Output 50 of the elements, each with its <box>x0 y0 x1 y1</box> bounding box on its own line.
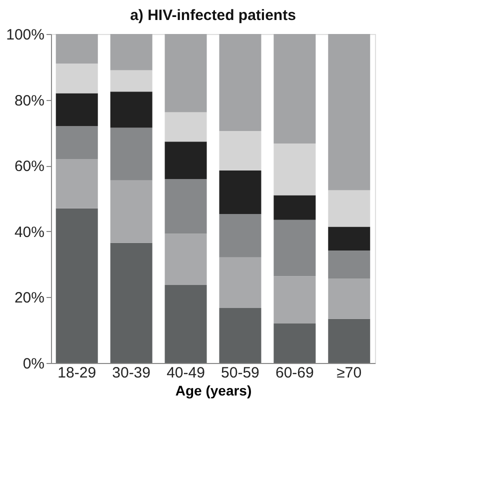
bar <box>56 93 98 126</box>
y-tick-label: 40% <box>14 224 44 241</box>
bar <box>328 190 370 227</box>
bar <box>219 214 262 258</box>
bar <box>274 276 316 324</box>
bar <box>56 34 98 64</box>
bar <box>164 142 207 180</box>
bar <box>110 242 152 363</box>
bar <box>219 257 262 308</box>
bar <box>56 159 98 208</box>
y-tick-label: 100% <box>6 26 44 44</box>
bar <box>274 195 316 220</box>
bar <box>164 179 207 234</box>
bar <box>219 170 262 214</box>
bar <box>164 112 207 142</box>
bar <box>328 34 370 190</box>
bar <box>328 318 370 363</box>
bar <box>164 285 207 363</box>
bar <box>110 92 152 128</box>
bar <box>56 64 98 94</box>
x-tick-label: 40-49 <box>166 364 205 382</box>
x-tick-label: 18-29 <box>58 364 96 382</box>
x-axis-title: Age (years) <box>175 382 252 398</box>
x-tick-label: ≥70 <box>336 364 362 382</box>
y-tick-label: 60% <box>14 158 44 176</box>
bar <box>164 234 207 286</box>
y-tick-label: 80% <box>14 92 44 110</box>
bar <box>110 34 152 70</box>
bar <box>110 128 152 180</box>
bar <box>328 278 370 319</box>
bar <box>56 126 98 160</box>
chart-title: a) HIV-infected patients <box>130 7 296 24</box>
bar <box>328 226 370 250</box>
x-tick-label: 30-39 <box>112 364 151 382</box>
bar <box>110 70 152 92</box>
x-tick-label: 60-69 <box>275 364 314 382</box>
bar <box>219 34 262 132</box>
bar <box>110 180 152 243</box>
y-tick-label: 0% <box>22 356 44 372</box>
bar <box>219 131 262 171</box>
bar <box>164 34 207 112</box>
bar <box>56 208 98 363</box>
bar <box>328 250 370 279</box>
bar <box>274 34 316 144</box>
bar <box>219 308 262 363</box>
y-tick-label: 20% <box>14 290 44 307</box>
bar <box>274 220 316 276</box>
bar <box>274 324 316 363</box>
bar <box>274 144 316 196</box>
x-tick-label: 50-59 <box>221 364 260 382</box>
